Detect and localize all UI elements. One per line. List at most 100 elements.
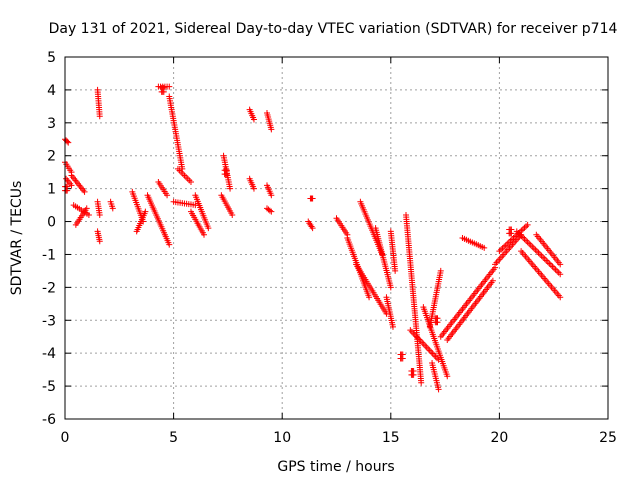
data-point: [435, 386, 442, 393]
data-point: [425, 345, 432, 352]
data-point: [489, 277, 496, 284]
tick-layer: 0 5 10 15 20 25 -6 -5 -4 -3 -2 -1 0 1 2 3 4 5: [42, 50, 617, 446]
data-point: [109, 205, 116, 212]
data-point: [527, 242, 534, 249]
data-point: [423, 344, 430, 351]
y-tick-label: 0: [47, 215, 56, 231]
data-point: [429, 350, 436, 357]
data-point: [543, 257, 550, 264]
y-tick-label: 5: [47, 50, 56, 66]
data-point: [309, 225, 316, 232]
data-point: [526, 240, 533, 247]
plot-frame: [64, 56, 609, 420]
data-point: [529, 243, 536, 250]
y-tick-label: 1: [47, 182, 56, 198]
data-layer: [62, 83, 564, 393]
data-point: [508, 226, 515, 233]
data-point: [266, 207, 273, 214]
x-tick-label: 25: [599, 430, 617, 446]
data-point: [481, 244, 488, 251]
data-point: [227, 185, 234, 192]
data-point: [96, 238, 103, 245]
data-point: [533, 248, 540, 255]
data-point: [521, 224, 528, 231]
data-point: [223, 167, 230, 174]
data-point: [410, 330, 417, 337]
data-point: [268, 192, 275, 199]
data-point: [407, 327, 414, 334]
data-point: [557, 261, 564, 268]
y-tick-label: -3: [42, 313, 56, 329]
data-point: [229, 211, 236, 218]
data-point: [444, 373, 451, 380]
data-point: [541, 255, 548, 262]
data-point: [160, 84, 167, 91]
data-point: [268, 208, 275, 215]
data-point: [366, 294, 373, 301]
data-point: [96, 113, 103, 120]
x-tick-label: 5: [169, 430, 178, 446]
data-point: [250, 185, 257, 192]
data-point: [496, 248, 503, 255]
data-point: [497, 246, 504, 253]
data-point: [537, 251, 544, 258]
y-tick-label: 4: [47, 83, 56, 99]
y-tick-label: -1: [42, 247, 56, 263]
data-point: [81, 188, 88, 195]
data-point: [164, 192, 171, 199]
data-point: [428, 348, 435, 355]
data-point: [540, 254, 547, 261]
y-tick-label: 2: [47, 149, 56, 165]
data-point: [547, 262, 554, 269]
data-point: [414, 334, 421, 341]
data-point: [499, 245, 506, 252]
data-point: [250, 116, 257, 123]
x-tick-label: 20: [490, 430, 508, 446]
data-point: [552, 266, 559, 273]
data-point: [389, 323, 396, 330]
y-tick-label: 3: [47, 116, 56, 132]
y-tick-label: -2: [42, 280, 56, 296]
data-point: [524, 239, 531, 246]
data-point: [166, 241, 173, 248]
x-tick-label: 0: [61, 430, 70, 446]
y-tick-label: -4: [42, 346, 56, 362]
y-tick-label: -5: [42, 379, 56, 395]
data-point: [523, 223, 530, 230]
data-point: [410, 367, 417, 374]
data-point: [422, 342, 429, 349]
data-point: [557, 271, 564, 278]
data-point: [418, 379, 425, 386]
data-point: [187, 179, 194, 186]
data-point: [408, 328, 415, 335]
data-point: [65, 139, 72, 146]
data-point: [434, 315, 441, 322]
data-point: [555, 269, 562, 276]
data-point: [420, 341, 427, 348]
data-point: [538, 252, 545, 259]
data-point: [549, 263, 556, 270]
data-point: [83, 205, 90, 212]
data-point: [419, 339, 426, 346]
data-point: [399, 351, 406, 358]
data-point: [96, 211, 103, 218]
data-point: [554, 268, 561, 275]
grid-layer: [65, 57, 608, 419]
x-tick-label: 15: [382, 430, 400, 446]
data-point: [413, 333, 420, 340]
data-point: [387, 284, 394, 291]
data-point: [142, 208, 149, 215]
data-point: [521, 236, 528, 243]
data-point: [166, 83, 173, 90]
data-point: [519, 226, 526, 233]
x-tick-label: 10: [273, 430, 291, 446]
data-point: [432, 353, 439, 360]
data-point: [523, 237, 530, 244]
chart-title: Day 131 of 2021, Sidereal Day-to-day VTE…: [49, 21, 618, 37]
data-point: [530, 245, 537, 252]
data-point: [551, 265, 558, 272]
data-point: [205, 225, 212, 232]
data-point: [546, 260, 553, 267]
